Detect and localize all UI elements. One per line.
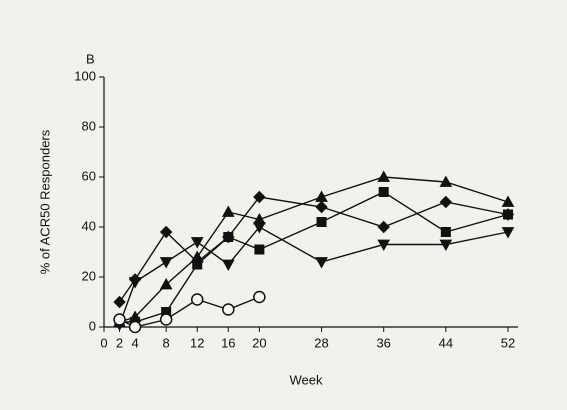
marker <box>159 225 173 239</box>
marker <box>439 175 453 187</box>
marker <box>190 293 204 306</box>
marker <box>221 205 235 217</box>
marker <box>128 277 142 289</box>
marker <box>159 277 173 290</box>
y-tick-label: 80 <box>82 118 96 133</box>
marker <box>439 239 453 252</box>
series-line <box>118 226 509 325</box>
marker <box>128 320 142 334</box>
marker <box>439 195 453 209</box>
marker <box>192 259 203 270</box>
series-line <box>118 196 509 303</box>
marker <box>377 170 391 182</box>
panel-label: B <box>86 51 95 66</box>
marker <box>377 239 391 252</box>
marker <box>190 237 204 249</box>
marker <box>221 259 235 272</box>
x-tick-label: 44 <box>439 335 453 350</box>
marker <box>501 227 515 239</box>
marker <box>440 227 451 237</box>
marker <box>222 303 235 316</box>
y-tick-label: 100 <box>74 68 96 83</box>
marker <box>113 295 126 309</box>
marker <box>113 313 126 326</box>
marker <box>316 217 327 227</box>
marker <box>253 222 266 234</box>
marker <box>223 232 234 242</box>
marker <box>377 220 390 234</box>
x-tick-label: 12 <box>190 335 204 350</box>
y-axis-label: % of ACR50 Responders <box>37 129 52 274</box>
series-line <box>119 176 509 323</box>
series-line <box>119 191 509 323</box>
x-tick-label: 16 <box>221 335 235 350</box>
marker <box>315 200 328 214</box>
x-tick-label: 28 <box>314 335 328 350</box>
marker <box>501 195 515 207</box>
marker <box>253 190 266 204</box>
y-tick-label: 0 <box>89 318 96 333</box>
x-tick-label: 52 <box>501 335 515 350</box>
marker <box>503 209 513 220</box>
marker <box>378 187 389 197</box>
marker <box>159 313 173 326</box>
y-tick-label: 60 <box>82 168 96 183</box>
x-tick-label: 8 <box>163 335 170 350</box>
marker <box>254 244 265 255</box>
y-tick-label: 40 <box>82 218 96 233</box>
x-tick-label: 0 <box>100 335 107 350</box>
y-tick-label: 20 <box>82 268 96 283</box>
x-axis-label: Week <box>290 372 323 387</box>
x-tick-label: 4 <box>131 335 138 350</box>
marker <box>315 190 328 202</box>
marker <box>315 257 328 269</box>
x-tick-label: 20 <box>252 335 266 350</box>
marker <box>159 257 173 269</box>
x-tick-label: 2 <box>116 335 123 350</box>
x-tick-label: 36 <box>376 335 390 350</box>
marker <box>253 290 266 304</box>
